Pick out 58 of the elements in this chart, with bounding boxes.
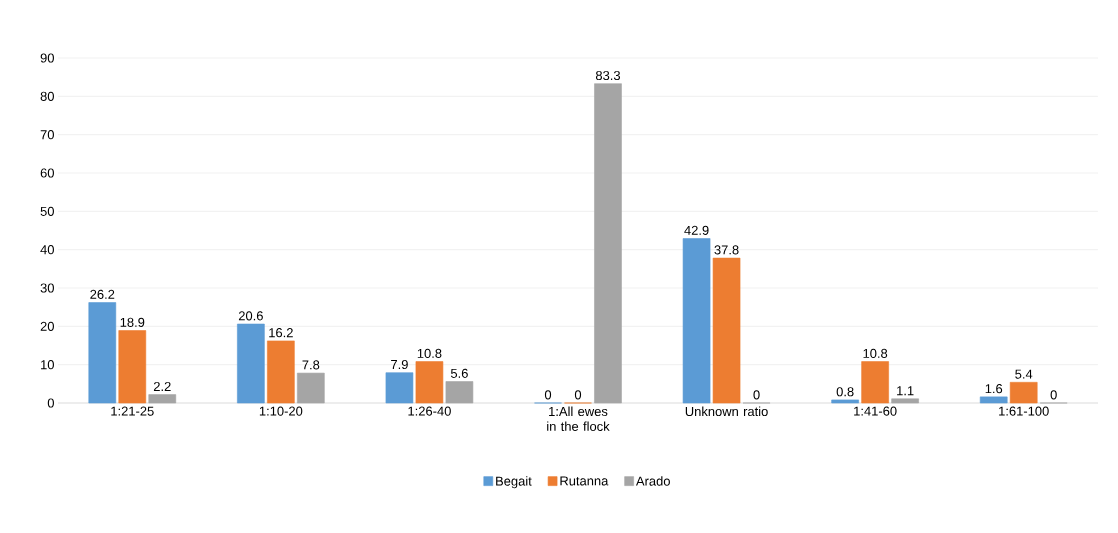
- y-tick-label: 20: [40, 321, 54, 331]
- data-label: 10.8: [863, 348, 888, 358]
- x-tick-label: 1:61-100: [999, 406, 1049, 416]
- bar: [415, 361, 444, 404]
- y-tick-label: 60: [40, 168, 54, 178]
- data-label: 0: [1050, 390, 1057, 400]
- y-tick-label: 0: [47, 398, 54, 408]
- bar: [118, 330, 147, 404]
- bar: [979, 396, 1008, 404]
- y-tick-label: 80: [40, 91, 54, 101]
- x-tick-label: 1:10-20: [259, 406, 303, 416]
- data-label: 0: [544, 390, 552, 400]
- data-label: 7.8: [302, 360, 320, 370]
- bar: [148, 394, 177, 404]
- data-label: 0: [574, 390, 582, 400]
- data-label: 0: [753, 390, 760, 400]
- bar: [1009, 382, 1038, 404]
- data-label: 7.9: [391, 359, 408, 370]
- data-label: 1.6: [985, 384, 1003, 394]
- x-tick-label: 1:41-60: [854, 406, 897, 416]
- x-tick-label: 1:21-25: [111, 406, 154, 416]
- legend-label: Rutanna: [560, 476, 609, 486]
- data-label: 2.2: [153, 381, 171, 391]
- y-tick-label: 10: [41, 360, 54, 370]
- bar: [682, 238, 711, 404]
- data-label: 18.9: [120, 317, 145, 327]
- legend-label: Begait: [496, 476, 532, 489]
- data-label: 16.2: [269, 328, 293, 338]
- bar: [237, 323, 265, 404]
- y-tick-label: 50: [40, 206, 54, 216]
- y-tick-label: 40: [40, 245, 54, 255]
- data-label: 26.2: [90, 289, 115, 299]
- bar: [712, 257, 741, 404]
- y-tick-label: 90: [40, 53, 54, 63]
- bar: [88, 302, 117, 404]
- data-label: 5.6: [450, 368, 468, 378]
- y-tick-label: 70: [40, 130, 54, 140]
- y-tick-label: 30: [40, 283, 54, 293]
- bar: [385, 372, 414, 404]
- x-tick-label: 1:All ewes in the flock: [547, 406, 610, 431]
- data-label: 1.1: [897, 386, 914, 396]
- bar: [861, 361, 889, 404]
- data-label: 83.3: [595, 70, 621, 81]
- data-label: 20.6: [238, 311, 263, 321]
- data-label: 42.9: [684, 225, 709, 235]
- bar: [831, 399, 859, 404]
- x-tick-label: 1:26-40: [408, 406, 451, 416]
- data-label: 0.8: [836, 387, 854, 397]
- data-label: 37.8: [714, 245, 739, 255]
- bar: [445, 381, 474, 404]
- legend-label: Arado: [635, 476, 670, 486]
- x-tick-label: Unknown ratio: [685, 406, 768, 417]
- bar: [594, 83, 622, 404]
- bar: [891, 398, 919, 404]
- data-label: 5.4: [1015, 369, 1033, 379]
- bar: [267, 340, 295, 404]
- bar: [297, 372, 325, 404]
- data-label: 10.8: [417, 348, 442, 358]
